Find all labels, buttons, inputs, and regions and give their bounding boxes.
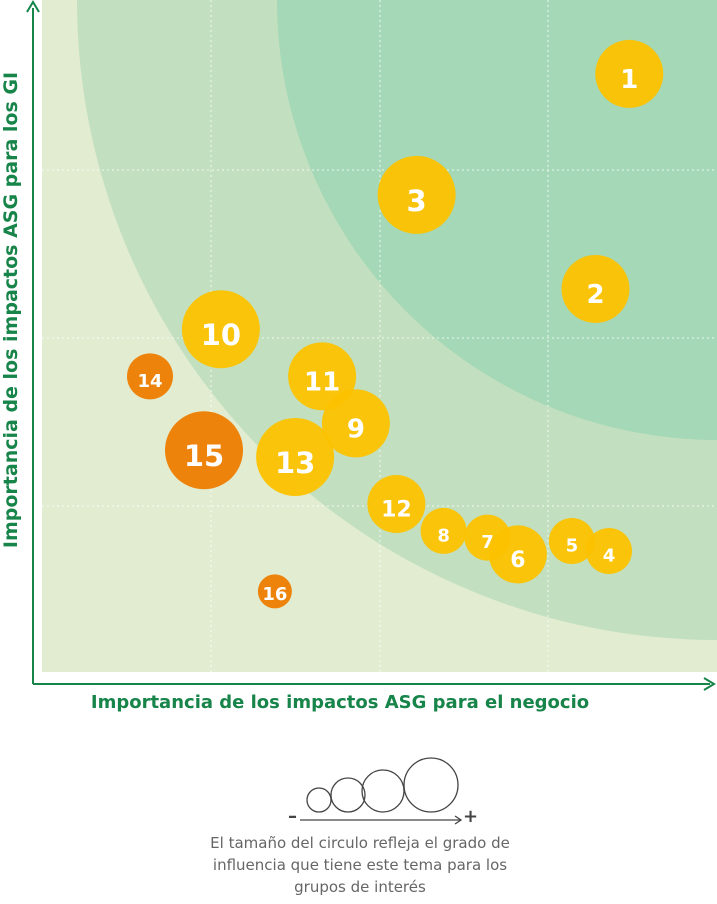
bubble-label-12: 12 [381, 498, 412, 523]
bubble-7[interactable]: 7 [464, 514, 511, 561]
bubble-circle-10 [181, 290, 260, 369]
bubble-circle-16 [257, 574, 292, 609]
bubble-9[interactable]: 9 [321, 389, 390, 458]
x-axis-arrow [703, 677, 716, 691]
bubble-circle-15 [165, 411, 243, 490]
bubble-label-4: 4 [603, 546, 616, 567]
bubble-circle-13 [256, 417, 335, 496]
bubble-circle-2 [561, 254, 630, 323]
bubble-circle-5 [548, 517, 595, 564]
bubble-16[interactable]: 16 [257, 574, 292, 609]
legend-plus: + [463, 806, 479, 827]
bubble-label-1: 1 [620, 65, 638, 95]
x-axis-label: Importancia de los impactos ASG para el … [90, 692, 590, 713]
y-axis-label: Importancia de los impactos ASG para los… [0, 71, 22, 549]
bubble-circle-8 [420, 507, 467, 554]
legend-scale-arrow [454, 815, 463, 825]
axes [26, 0, 716, 691]
bubble-label-10: 10 [201, 318, 241, 352]
bubble-2[interactable]: 2 [561, 254, 630, 323]
bubble-14[interactable]: 14 [127, 353, 173, 400]
bubble-circle-11 [288, 342, 357, 411]
bubble-label-14: 14 [137, 371, 162, 392]
bubble-1[interactable]: 1 [595, 39, 664, 108]
bubble-label-8: 8 [437, 525, 450, 546]
bubble-label-13: 13 [275, 446, 315, 480]
legend-caption-line-2: influencia que tiene este tema para los [212, 856, 508, 874]
bubble-label-2: 2 [586, 280, 604, 310]
zone-inner [277, 0, 717, 440]
bubble-circle-4 [586, 528, 632, 575]
bubble-13[interactable]: 13 [256, 417, 335, 496]
legend-circle-1 [306, 787, 332, 813]
bubble-circle-14 [127, 353, 173, 400]
bubble-12[interactable]: 12 [367, 475, 426, 533]
bubble-circle-9 [321, 389, 390, 458]
bubble-label-9: 9 [347, 415, 365, 445]
bubble-label-3: 3 [407, 184, 427, 218]
bubble-circle-3 [377, 155, 456, 234]
legend-circle-4 [403, 757, 459, 813]
bubble-10[interactable]: 10 [181, 290, 260, 369]
legend-caption: El tamaño del circulo refleja el grado d… [180, 832, 540, 898]
bubble-label-16: 16 [262, 584, 287, 605]
bubble-label-6: 6 [510, 548, 525, 573]
bubble-11[interactable]: 11 [288, 342, 357, 411]
bubble-label-7: 7 [481, 532, 494, 553]
bubble-3[interactable]: 3 [377, 155, 456, 234]
bubble-15[interactable]: 15 [165, 411, 243, 490]
bubble-circle-1 [595, 39, 664, 108]
bubble-4[interactable]: 4 [586, 528, 632, 575]
bubble-circle-7 [464, 514, 511, 561]
legend-circle-3 [361, 769, 405, 813]
bubble-circle-12 [367, 475, 426, 533]
bubble-label-5: 5 [566, 536, 579, 557]
legend-caption-line-3: grupos de interés [294, 878, 426, 896]
bubble-8[interactable]: 8 [420, 507, 467, 554]
legend-minus: – [288, 806, 297, 827]
bubble-label-15: 15 [184, 439, 224, 473]
bubble-label-11: 11 [304, 368, 340, 398]
legend-circle-2 [330, 777, 366, 813]
bubble-5[interactable]: 5 [548, 517, 595, 564]
legend-bubbles [300, 757, 463, 825]
y-axis-arrow [26, 0, 40, 13]
legend-caption-line-1: El tamaño del circulo refleja el grado d… [210, 834, 510, 852]
